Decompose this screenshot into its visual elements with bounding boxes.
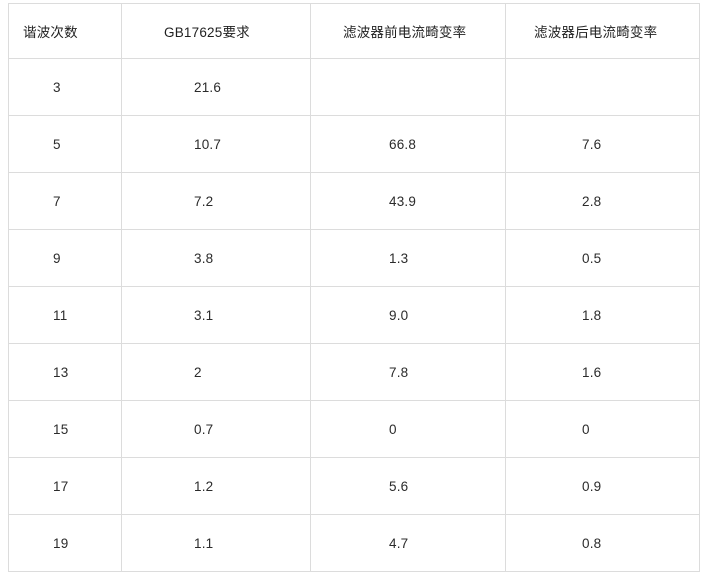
- table-row: 13 2 7.8 1.6: [8, 343, 700, 401]
- cell-harmonic-order: 9: [8, 229, 122, 287]
- cell-gb17625-limit: 10.7: [121, 115, 311, 173]
- cell-post-filter-distortion: 0.8: [505, 514, 700, 572]
- table-row: 7 7.2 43.9 2.8: [8, 172, 700, 230]
- cell-post-filter-distortion: 2.8: [505, 172, 700, 230]
- cell-gb17625-limit: 21.6: [121, 58, 311, 116]
- cell-post-filter-distortion: 0.5: [505, 229, 700, 287]
- column-header-gb17625-limit: GB17625要求: [121, 3, 311, 59]
- table-row: 9 3.8 1.3 0.5: [8, 229, 700, 287]
- cell-pre-filter-distortion: 4.7: [310, 514, 506, 572]
- cell-post-filter-distortion: 1.8: [505, 286, 700, 344]
- cell-pre-filter-distortion: 7.8: [310, 343, 506, 401]
- column-header-harmonic-order: 谐波次数: [8, 3, 122, 59]
- cell-pre-filter-distortion: 9.0: [310, 286, 506, 344]
- harmonics-table-container: 谐波次数 GB17625要求 滤波器前电流畸变率 滤波器后电流畸变率 3 21.6…: [8, 3, 700, 572]
- cell-gb17625-limit: 3.1: [121, 286, 311, 344]
- table-header-row: 谐波次数 GB17625要求 滤波器前电流畸变率 滤波器后电流畸变率: [8, 3, 700, 59]
- cell-gb17625-limit: 1.2: [121, 457, 311, 515]
- cell-harmonic-order: 17: [8, 457, 122, 515]
- cell-harmonic-order: 19: [8, 514, 122, 572]
- table-row: 3 21.6: [8, 58, 700, 116]
- cell-harmonic-order: 11: [8, 286, 122, 344]
- cell-pre-filter-distortion: 1.3: [310, 229, 506, 287]
- cell-post-filter-distortion: [505, 58, 700, 116]
- harmonic-distortion-table: 谐波次数 GB17625要求 滤波器前电流畸变率 滤波器后电流畸变率 3 21.6…: [8, 3, 700, 572]
- cell-pre-filter-distortion: 5.6: [310, 457, 506, 515]
- cell-pre-filter-distortion: 66.8: [310, 115, 506, 173]
- cell-pre-filter-distortion: [310, 58, 506, 116]
- cell-pre-filter-distortion: 43.9: [310, 172, 506, 230]
- table-row: 17 1.2 5.6 0.9: [8, 457, 700, 515]
- cell-gb17625-limit: 3.8: [121, 229, 311, 287]
- cell-gb17625-limit: 2: [121, 343, 311, 401]
- cell-gb17625-limit: 0.7: [121, 400, 311, 458]
- table-row: 5 10.7 66.8 7.6: [8, 115, 700, 173]
- cell-gb17625-limit: 7.2: [121, 172, 311, 230]
- table-body: 3 21.6 5 10.7 66.8 7.6 7 7.2 43.9 2.8 9 3.8 1.3 0.5 11…: [8, 58, 700, 572]
- cell-post-filter-distortion: 0: [505, 400, 700, 458]
- column-header-pre-filter-distortion: 滤波器前电流畸变率: [310, 3, 506, 59]
- cell-harmonic-order: 15: [8, 400, 122, 458]
- cell-post-filter-distortion: 7.6: [505, 115, 700, 173]
- table-row: 11 3.1 9.0 1.8: [8, 286, 700, 344]
- cell-gb17625-limit: 1.1: [121, 514, 311, 572]
- table-header: 谐波次数 GB17625要求 滤波器前电流畸变率 滤波器后电流畸变率: [8, 3, 700, 59]
- table-row: 19 1.1 4.7 0.8: [8, 514, 700, 572]
- cell-pre-filter-distortion: 0: [310, 400, 506, 458]
- table-row: 15 0.7 0 0: [8, 400, 700, 458]
- cell-harmonic-order: 3: [8, 58, 122, 116]
- cell-harmonic-order: 5: [8, 115, 122, 173]
- cell-post-filter-distortion: 0.9: [505, 457, 700, 515]
- cell-harmonic-order: 7: [8, 172, 122, 230]
- column-header-post-filter-distortion: 滤波器后电流畸变率: [505, 3, 700, 59]
- cell-harmonic-order: 13: [8, 343, 122, 401]
- cell-post-filter-distortion: 1.6: [505, 343, 700, 401]
